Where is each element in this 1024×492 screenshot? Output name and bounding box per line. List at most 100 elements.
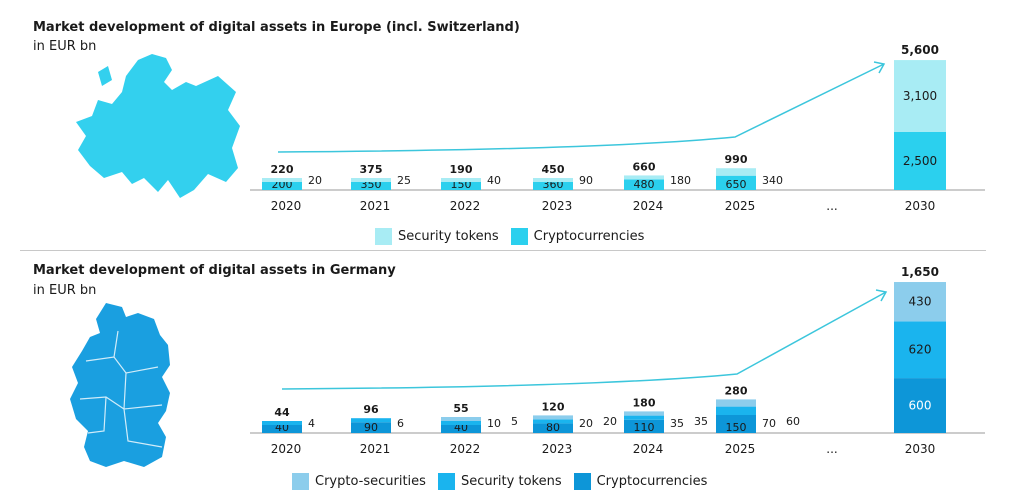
bar-2025-cryptocurrencies bbox=[716, 415, 756, 433]
bar-2020-security-tokens bbox=[262, 178, 302, 182]
legend-item-security-tokens: Security tokens bbox=[375, 228, 499, 245]
legend-swatch-cryptocurrencies-de bbox=[573, 473, 591, 490]
bar-2025-crypto-securities bbox=[716, 399, 756, 407]
legend-swatch-security-tokens-de bbox=[437, 473, 455, 490]
bar-label-2024-0: 480 bbox=[634, 178, 655, 191]
bar-label-2025-1: 340 bbox=[762, 174, 783, 187]
europe-chart-title: Market development of digital assets in … bbox=[33, 20, 520, 35]
legend-swatch-security-tokens bbox=[375, 228, 392, 245]
bar-label-2024-0: 110 bbox=[634, 421, 655, 434]
bar-2022-crypto-securities bbox=[441, 417, 481, 421]
europe-chart-subtitle: in EUR bn bbox=[33, 39, 97, 54]
trend-arrow-icon bbox=[875, 289, 888, 302]
trend-arrow-icon bbox=[873, 61, 886, 74]
bar-2025-cryptocurrencies bbox=[716, 175, 756, 190]
x-tick-label-3: 2023 bbox=[542, 199, 573, 213]
bar-2023-crypto-securities bbox=[533, 415, 573, 420]
legend-item-cryptocurrencies: Cryptocurrencies bbox=[510, 228, 645, 245]
bar-label-2025-2: 60 bbox=[786, 415, 800, 428]
total-label-2025: 990 bbox=[725, 153, 748, 166]
bar-label-2023-0: 80 bbox=[546, 421, 560, 434]
x-tick-label-1: 2021 bbox=[360, 442, 391, 456]
bar-label-2030-1: 3,100 bbox=[903, 89, 937, 103]
bar-label-2024-1: 35 bbox=[670, 417, 684, 430]
legend-label-cryptocurrencies-de: Cryptocurrencies bbox=[596, 474, 708, 489]
bar-2021-cryptocurrencies bbox=[351, 422, 391, 433]
total-label-2020: 220 bbox=[271, 163, 294, 176]
bar-label-2030-1: 620 bbox=[909, 343, 932, 357]
bar-2030-security-tokens bbox=[894, 321, 946, 379]
bar-2024-security-tokens bbox=[624, 415, 664, 420]
bar-label-2024-1: 180 bbox=[670, 174, 691, 187]
bar-label-2022-2: 5 bbox=[511, 415, 518, 428]
x-tick-label-3: 2023 bbox=[542, 442, 573, 456]
bar-2022-security-tokens bbox=[441, 178, 481, 182]
legend-item-cryptocurrencies-de: Cryptocurrencies bbox=[573, 473, 708, 490]
bar-label-2020-1: 20 bbox=[308, 174, 322, 187]
panel-divider bbox=[20, 250, 986, 251]
trend-line bbox=[277, 63, 885, 153]
bar-label-2020-1: 4 bbox=[308, 417, 315, 430]
bar-2025-security-tokens bbox=[716, 406, 756, 415]
x-tick-label-2: 2022 bbox=[450, 199, 481, 213]
total-label-2021: 96 bbox=[363, 403, 379, 416]
legend-label-cryptocurrencies: Cryptocurrencies bbox=[533, 229, 645, 244]
total-label-2030: 5,600 bbox=[901, 43, 939, 57]
trend-line bbox=[281, 291, 887, 390]
legend-item-crypto-securities: Crypto-securities bbox=[292, 473, 426, 490]
bar-label-2025-0: 150 bbox=[726, 421, 747, 434]
total-label-2024: 180 bbox=[633, 396, 656, 409]
bar-label-2023-1: 90 bbox=[579, 174, 593, 187]
bar-2021-cryptocurrencies bbox=[351, 182, 391, 190]
total-label-2023: 120 bbox=[542, 400, 565, 413]
germany-chart-panel: Market development of digital assets in … bbox=[0, 256, 1024, 492]
legend-item-security-tokens-de: Security tokens bbox=[437, 473, 562, 490]
europe-map-icon bbox=[76, 54, 240, 198]
bar-label-2021-1: 25 bbox=[397, 174, 411, 187]
germany-chart-subtitle: in EUR bn bbox=[33, 283, 97, 298]
x-tick-label-1: 2021 bbox=[360, 199, 391, 213]
total-label-2030: 1,650 bbox=[901, 265, 939, 279]
bar-label-2022-1: 10 bbox=[487, 417, 501, 430]
x-tick-label-5: 2025 bbox=[725, 442, 756, 456]
bar-2020-security-tokens bbox=[262, 421, 302, 425]
bar-2024-cryptocurrencies bbox=[624, 419, 664, 433]
total-label-2022: 190 bbox=[450, 163, 473, 176]
x-tick-label-0: 2020 bbox=[271, 199, 302, 213]
total-label-2021: 375 bbox=[360, 163, 383, 176]
bar-2030-cryptocurrencies bbox=[894, 132, 946, 190]
legend-swatch-crypto-securities bbox=[292, 473, 309, 490]
legend-label-security-tokens-de: Security tokens bbox=[460, 474, 562, 489]
bar-label-2021-1: 6 bbox=[397, 417, 404, 430]
bar-label-2030-0: 2,500 bbox=[903, 154, 937, 168]
bar-2023-cryptocurrencies bbox=[533, 423, 573, 433]
bar-2024-crypto-securities bbox=[624, 411, 664, 416]
europe-legend: Security tokens Cryptocurrencies bbox=[375, 228, 656, 245]
bar-2021-security-tokens bbox=[351, 178, 391, 182]
x-tick-label-4: 2024 bbox=[633, 442, 664, 456]
bar-2022-cryptocurrencies bbox=[441, 182, 481, 190]
total-label-2022: 55 bbox=[453, 402, 468, 415]
europe-chart-panel: Market development of digital assets in … bbox=[33, 20, 985, 245]
bar-label-2025-0: 650 bbox=[726, 178, 747, 191]
bar-2030-security-tokens bbox=[894, 60, 946, 132]
total-label-2025: 280 bbox=[725, 384, 748, 397]
total-label-2023: 450 bbox=[542, 163, 565, 176]
legend-label-crypto-securities: Crypto-securities bbox=[315, 474, 426, 489]
x-tick-label-7: 2030 bbox=[905, 442, 936, 456]
x-tick-label-4: 2024 bbox=[633, 199, 664, 213]
germany-map-icon bbox=[70, 303, 170, 467]
bar-2021-security-tokens bbox=[351, 418, 391, 423]
bar-2030-crypto-securities bbox=[894, 282, 946, 322]
x-tick-label-6: ... bbox=[826, 442, 837, 456]
x-tick-label-2: 2022 bbox=[450, 442, 481, 456]
bar-2025-security-tokens bbox=[716, 168, 756, 176]
total-label-2024: 660 bbox=[633, 160, 656, 173]
germany-chart-title: Market development of digital assets in … bbox=[33, 263, 396, 278]
bar-2023-cryptocurrencies bbox=[533, 182, 573, 190]
bar-2020-cryptocurrencies bbox=[262, 425, 302, 433]
bar-label-2022-1: 40 bbox=[487, 174, 501, 187]
bar-2030-cryptocurrencies bbox=[894, 378, 946, 433]
